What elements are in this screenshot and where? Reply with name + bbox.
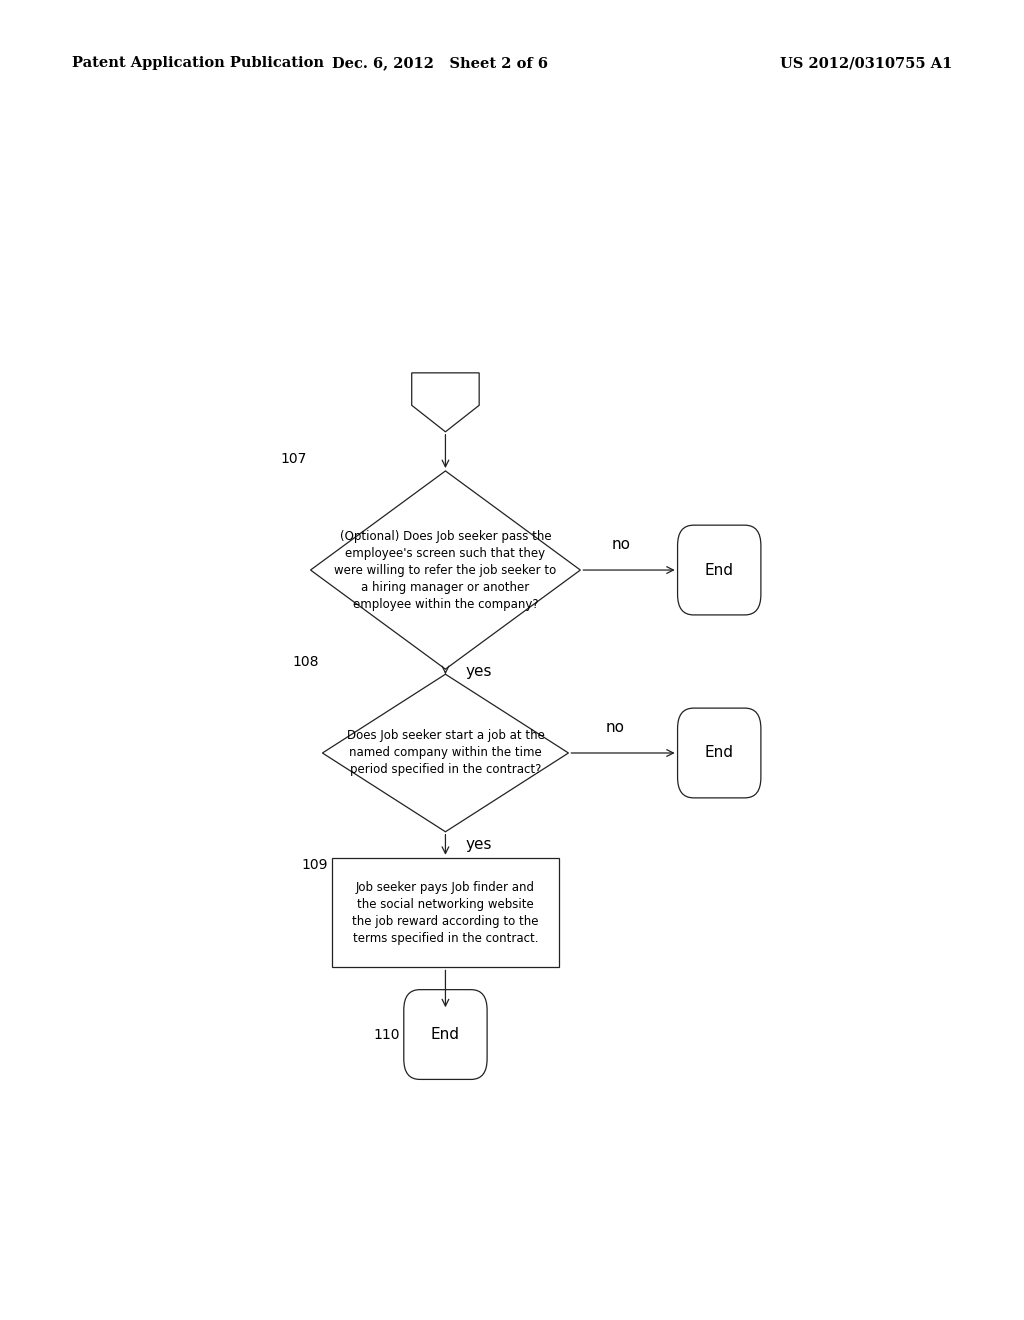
- Text: US 2012/0310755 A1: US 2012/0310755 A1: [780, 57, 952, 70]
- Text: 109: 109: [302, 858, 329, 871]
- FancyBboxPatch shape: [678, 708, 761, 797]
- FancyBboxPatch shape: [403, 990, 487, 1080]
- Polygon shape: [412, 372, 479, 432]
- Polygon shape: [310, 471, 581, 669]
- FancyBboxPatch shape: [678, 525, 761, 615]
- Text: End: End: [705, 746, 734, 760]
- Text: 107: 107: [281, 451, 306, 466]
- Text: no: no: [611, 537, 631, 552]
- Text: 108: 108: [292, 655, 318, 669]
- Text: yes: yes: [465, 837, 492, 853]
- Bar: [333, 858, 558, 968]
- Text: no: no: [605, 719, 625, 735]
- Text: Dec. 6, 2012   Sheet 2 of 6: Dec. 6, 2012 Sheet 2 of 6: [333, 57, 548, 70]
- Text: Patent Application Publication: Patent Application Publication: [72, 57, 324, 70]
- Text: Job seeker pays Job finder and
the social networking website
the job reward acco: Job seeker pays Job finder and the socia…: [352, 880, 539, 945]
- Text: (Optional) Does Job seeker pass the
employee's screen such that they
were willin: (Optional) Does Job seeker pass the empl…: [334, 529, 557, 611]
- Text: End: End: [705, 562, 734, 578]
- Text: End: End: [431, 1027, 460, 1041]
- Text: 110: 110: [374, 1027, 399, 1041]
- Polygon shape: [323, 675, 568, 832]
- Text: Does Job seeker start a job at the
named company within the time
period specifie: Does Job seeker start a job at the named…: [346, 730, 545, 776]
- Text: yes: yes: [465, 664, 492, 680]
